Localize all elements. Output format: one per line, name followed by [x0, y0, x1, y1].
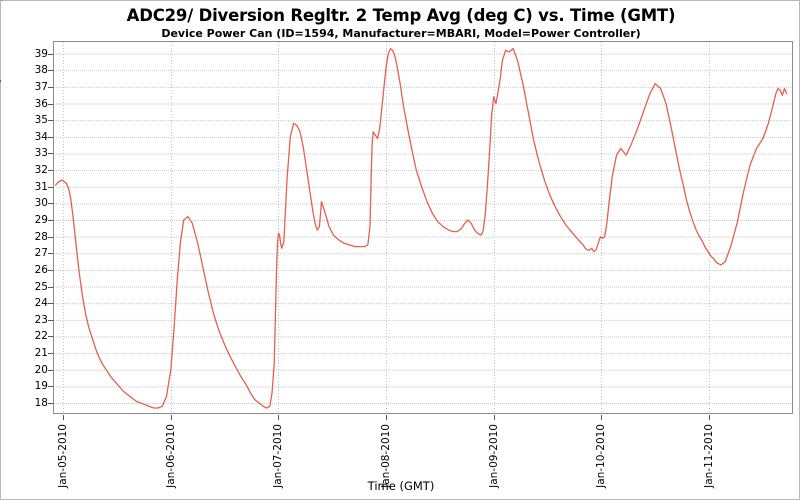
- x-axis-tick-mark: [171, 415, 172, 420]
- y-axis-tick-label: 25: [34, 280, 48, 293]
- y-axis-tick-mark: [48, 253, 53, 254]
- y-axis-tick-mark: [48, 353, 53, 354]
- y-axis-tick-label: 29: [34, 214, 48, 226]
- y-axis-tick-mark: [48, 220, 53, 221]
- y-axis-tick-mark: [48, 104, 53, 105]
- y-axis-tick-label: 36: [34, 97, 48, 110]
- y-axis-tick-mark: [48, 320, 53, 321]
- y-axis-tick-label: 39: [34, 47, 48, 60]
- y-axis-tick-label: 27: [34, 247, 48, 260]
- y-axis-tick-label: 24: [34, 297, 48, 310]
- y-axis-tick-mark: [48, 87, 53, 88]
- y-axis-tick-label: 21: [34, 347, 48, 360]
- x-axis-tick-mark: [709, 415, 710, 420]
- y-axis-tick-label: 20: [34, 363, 48, 376]
- y-axis-tick-mark: [48, 370, 53, 371]
- y-axis-tick-label: 38: [34, 64, 48, 77]
- horizontal-gridlines: [54, 53, 792, 405]
- y-axis-tick-mark: [48, 153, 53, 154]
- x-axis-label: Time (GMT): [367, 479, 435, 493]
- chart-canvas: [54, 42, 792, 413]
- x-axis-tick-mark: [386, 415, 387, 420]
- data-series-line: [54, 48, 788, 409]
- y-axis-tick-mark: [48, 203, 53, 204]
- y-axis-tick-label: 28: [34, 230, 48, 243]
- y-axis-tick-label: 34: [34, 130, 48, 143]
- y-axis-tick-label: 32: [34, 164, 48, 177]
- y-axis-tick-mark: [48, 237, 53, 238]
- y-axis-tick-mark: [48, 403, 53, 404]
- y-axis-tick-label: 37: [34, 80, 48, 93]
- y-axis-tick-label: 26: [34, 263, 48, 276]
- plot-area: [53, 41, 793, 414]
- y-axis-tick-mark: [48, 137, 53, 138]
- y-axis-tick-mark: [48, 303, 53, 304]
- y-axis-tick-label: 22: [34, 330, 48, 343]
- chart-subtitle: Device Power Can (ID=1594, Manufacturer=…: [161, 27, 641, 40]
- y-axis-tick-mark: [48, 270, 53, 271]
- y-axis-tick-mark: [48, 336, 53, 337]
- y-axis-tick-mark: [48, 386, 53, 387]
- chart-title: ADC29/ Diversion Regltr. 2 Temp Avg (deg…: [126, 6, 676, 25]
- y-axis-tick-label: 33: [34, 147, 48, 160]
- y-axis-tick-label: 35: [34, 114, 48, 127]
- y-axis-tick-mark: [48, 170, 53, 171]
- y-axis-tick-labels: 18 19 20 21 22 23 24 25 26 27 28 29 30 31 32 33 34 35 36 37…: [1, 1, 48, 501]
- y-axis-tick-label: 18: [34, 397, 48, 410]
- y-axis-tick-label: 23: [34, 313, 48, 326]
- y-axis-tick-mark: [48, 120, 53, 121]
- x-axis-tick-mark: [494, 415, 495, 420]
- x-axis-tick-mark: [601, 415, 602, 420]
- y-axis-tick-mark: [48, 187, 53, 188]
- y-axis-tick-label: 30: [34, 197, 48, 210]
- vertical-gridlines: [63, 42, 710, 413]
- y-axis-tick-label: 19: [34, 380, 48, 393]
- y-axis-tick-mark: [48, 287, 53, 288]
- y-axis-tick-label: 31: [34, 180, 48, 193]
- x-axis-tick-mark: [63, 415, 64, 420]
- x-axis-tick-mark: [278, 415, 279, 420]
- y-axis-tick-mark: [48, 54, 53, 55]
- y-axis-tick-mark: [48, 70, 53, 71]
